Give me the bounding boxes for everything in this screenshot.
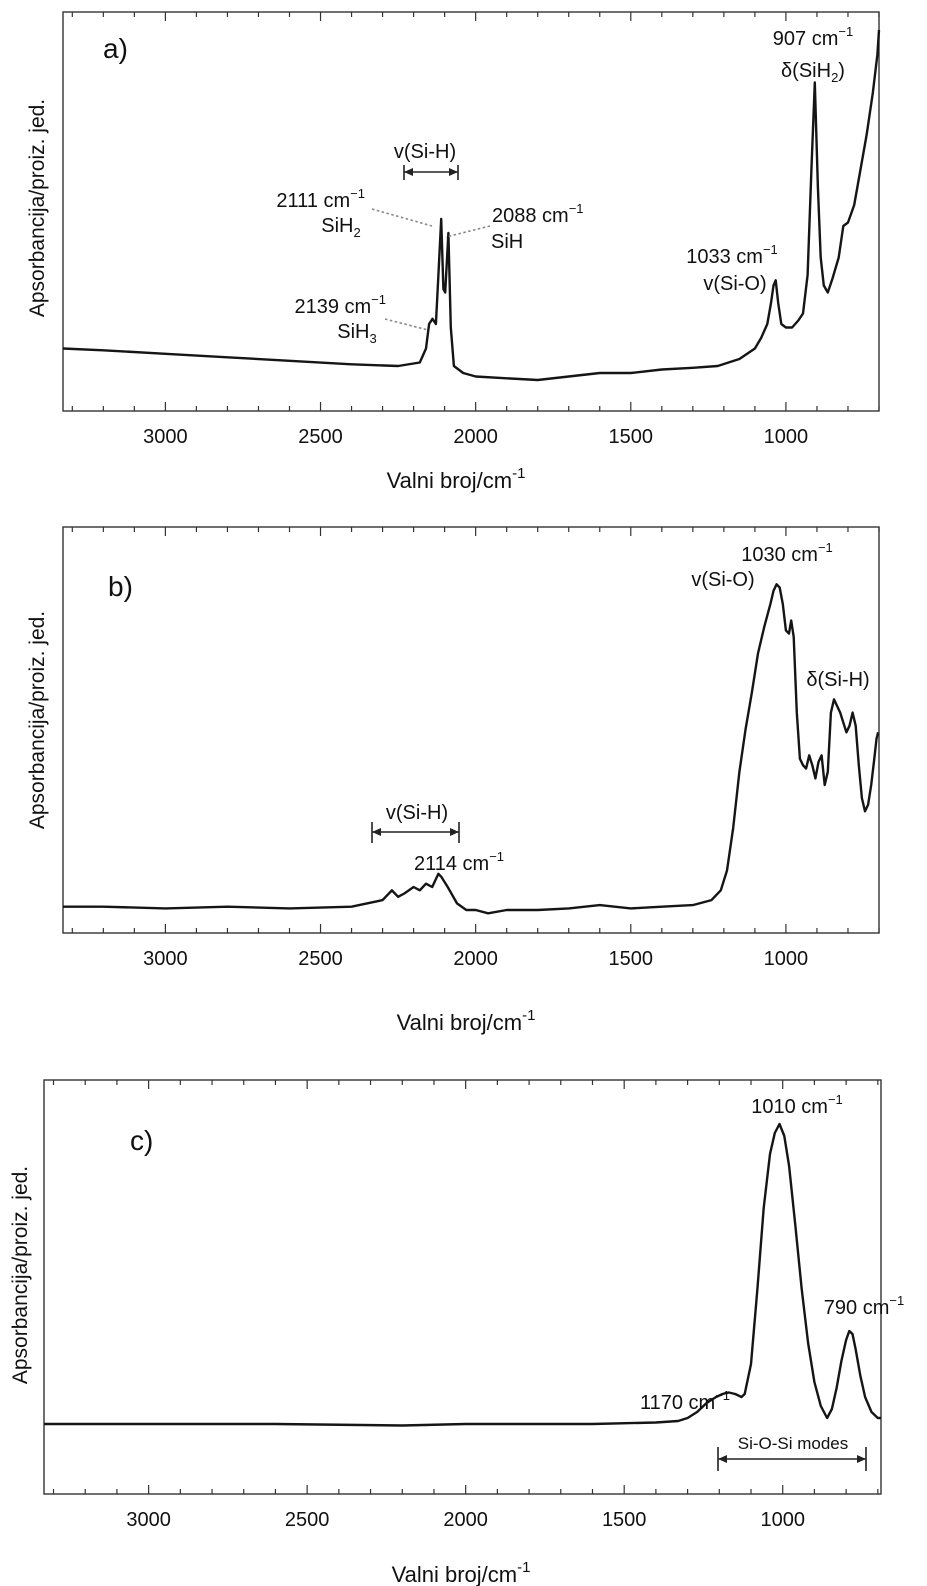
plot-frame-c xyxy=(43,1079,882,1495)
annotation-text: 2114 cm xyxy=(414,853,489,875)
annotation-sup: −1 xyxy=(763,242,778,257)
spectrum-line-a xyxy=(62,29,881,382)
plot-frame-b xyxy=(62,526,880,934)
annotation-sih2-a: SiH2 xyxy=(321,215,360,240)
x-axis-label-b-text: Valni broj/cm xyxy=(397,1010,523,1035)
x-tick-label: 1500 xyxy=(609,948,654,970)
annotation-sub: 2 xyxy=(831,70,838,85)
x-axis-label-a: Valni broj/cm-1 xyxy=(387,465,526,493)
y-axis-label-a: Apsorbancija/proiz. jed. xyxy=(26,99,49,317)
annotation-text: 1170 cm xyxy=(640,1392,715,1414)
x-tick-label: 1500 xyxy=(602,1509,647,1531)
annotation-text: 907 cm xyxy=(773,28,839,50)
annotation-text: 1030 cm xyxy=(741,544,818,566)
x-tick-label: 2500 xyxy=(298,426,343,448)
annotation-sup: −1 xyxy=(350,186,365,201)
range-bar-si-h-a xyxy=(403,165,459,180)
x-tick-labels-c: 3000 2500 2000 1500 1000 xyxy=(126,1509,805,1531)
annotation-790-c: 790 cm−1 xyxy=(824,1293,904,1319)
panel-a: 3000 2500 2000 1500 1000 a) Apsorbancija/pro… xyxy=(26,11,881,493)
plot-frame-a xyxy=(62,11,880,412)
x-axis-label-c-text: Valni broj/cm xyxy=(392,1562,518,1586)
annotation-tail: ) xyxy=(838,60,845,82)
annotation-text: δ(SiH xyxy=(781,60,831,82)
annotation-text: 1033 cm xyxy=(686,246,763,268)
x-axis-label-c-sup: -1 xyxy=(517,1559,530,1576)
annotation-text: 2111 cm xyxy=(276,190,350,212)
annotation-text: 2088 cm xyxy=(492,205,569,227)
annotation-2139-a: 2139 cm−1 xyxy=(294,292,386,318)
annotation-sup: −1 xyxy=(569,201,584,216)
annotation-sub: 3 xyxy=(370,331,377,346)
panel-c: 3000 2500 2000 1500 1000 c) Apsorbancija/pro… xyxy=(9,1079,904,1586)
panel-label-b: b) xyxy=(108,571,133,602)
x-axis-ticks-a xyxy=(71,12,880,411)
x-tick-labels-a: 3000 2500 2000 1500 1000 xyxy=(143,426,808,448)
x-tick-label: 1000 xyxy=(760,1509,805,1531)
annotation-1033-a: 1033 cm−1 xyxy=(686,242,778,268)
x-axis-ticks-c xyxy=(52,1080,879,1494)
x-tick-label: 1000 xyxy=(764,426,809,448)
range-bar-si-h-b xyxy=(371,822,460,843)
annotation-1010-c: 1010 cm−1 xyxy=(751,1092,843,1118)
annotation-sup: −1 xyxy=(371,292,386,307)
range-bar-si-o-si-c xyxy=(717,1447,867,1471)
annotation-sup: −1 xyxy=(489,849,504,864)
annotation-sub: 2 xyxy=(354,225,361,240)
x-tick-label: 2000 xyxy=(453,948,498,970)
annotation-1170-c: 1170 cm−1 xyxy=(640,1388,730,1414)
annotation-text: 1010 cm xyxy=(751,1096,828,1118)
annotation-2088-a: 2088 cm−1 xyxy=(492,201,584,227)
annotation-si-o-si-c: Si-O-Si modes xyxy=(738,1434,849,1453)
panel-b: 3000 2500 2000 1500 1000 b) Apsorbancija/pro… xyxy=(26,526,880,1035)
spectrum-line-b xyxy=(63,583,880,915)
panel-label-a: a) xyxy=(103,33,128,64)
annotation-si-o-b: v(Si-O) xyxy=(691,569,754,591)
annotation-sup: −1 xyxy=(838,24,853,39)
x-axis-ticks-b xyxy=(71,527,880,933)
x-tick-label: 2500 xyxy=(298,948,343,970)
annotation-sih2-bend-a: δ(SiH2) xyxy=(781,60,845,85)
x-axis-label-b-sup: -1 xyxy=(522,1007,535,1024)
x-tick-label: 2500 xyxy=(285,1509,330,1531)
annotation-si-h-bend-b: δ(Si-H) xyxy=(806,669,869,691)
x-tick-label: 3000 xyxy=(143,948,188,970)
annotation-si-h-stretch-a: v(Si-H) xyxy=(394,141,456,163)
annotation-907-a: 907 cm−1 xyxy=(773,24,853,50)
x-axis-label-a-sup: -1 xyxy=(512,465,525,482)
x-tick-label: 3000 xyxy=(126,1509,171,1531)
x-tick-label: 2000 xyxy=(443,1509,488,1531)
annotation-si-o-a: v(Si-O) xyxy=(703,273,766,295)
leader-lines-a xyxy=(371,208,491,331)
annotation-sup: −1 xyxy=(715,1388,730,1403)
annotation-sih3-a: SiH3 xyxy=(337,321,376,346)
annotation-sih-a: SiH xyxy=(491,231,523,253)
annotation-sup: −1 xyxy=(889,1293,904,1308)
x-axis-label-b: Valni broj/cm-1 xyxy=(397,1007,536,1035)
x-tick-labels-b: 3000 2500 2000 1500 1000 xyxy=(143,948,808,970)
x-tick-label: 2000 xyxy=(453,426,498,448)
panel-label-c: c) xyxy=(130,1125,153,1156)
annotation-sup: −1 xyxy=(828,1092,843,1107)
spectrum-line-c xyxy=(44,1122,881,1427)
x-axis-label-a-text: Valni broj/cm xyxy=(387,468,513,493)
x-tick-label: 1500 xyxy=(609,426,654,448)
annotation-text: SiH xyxy=(321,215,353,237)
annotation-2114-b: 2114 cm−1 xyxy=(414,849,504,875)
annotation-2111-a: 2111 cm−1 xyxy=(276,186,365,212)
x-axis-label-c: Valni broj/cm-1 xyxy=(392,1559,531,1586)
x-tick-label: 3000 xyxy=(143,426,188,448)
annotation-sup: −1 xyxy=(818,540,833,555)
annotation-text: 790 cm xyxy=(824,1297,890,1319)
annotation-text: 2139 cm xyxy=(294,296,371,318)
y-axis-label-c: Apsorbancija/proiz. jed. xyxy=(9,1166,32,1384)
annotation-1030-b: 1030 cm−1 xyxy=(741,540,833,566)
x-tick-label: 1000 xyxy=(764,948,809,970)
y-axis-label-b: Apsorbancija/proiz. jed. xyxy=(26,611,49,829)
annotation-si-h-stretch-b: v(Si-H) xyxy=(386,802,448,824)
annotation-text: SiH xyxy=(337,321,369,343)
